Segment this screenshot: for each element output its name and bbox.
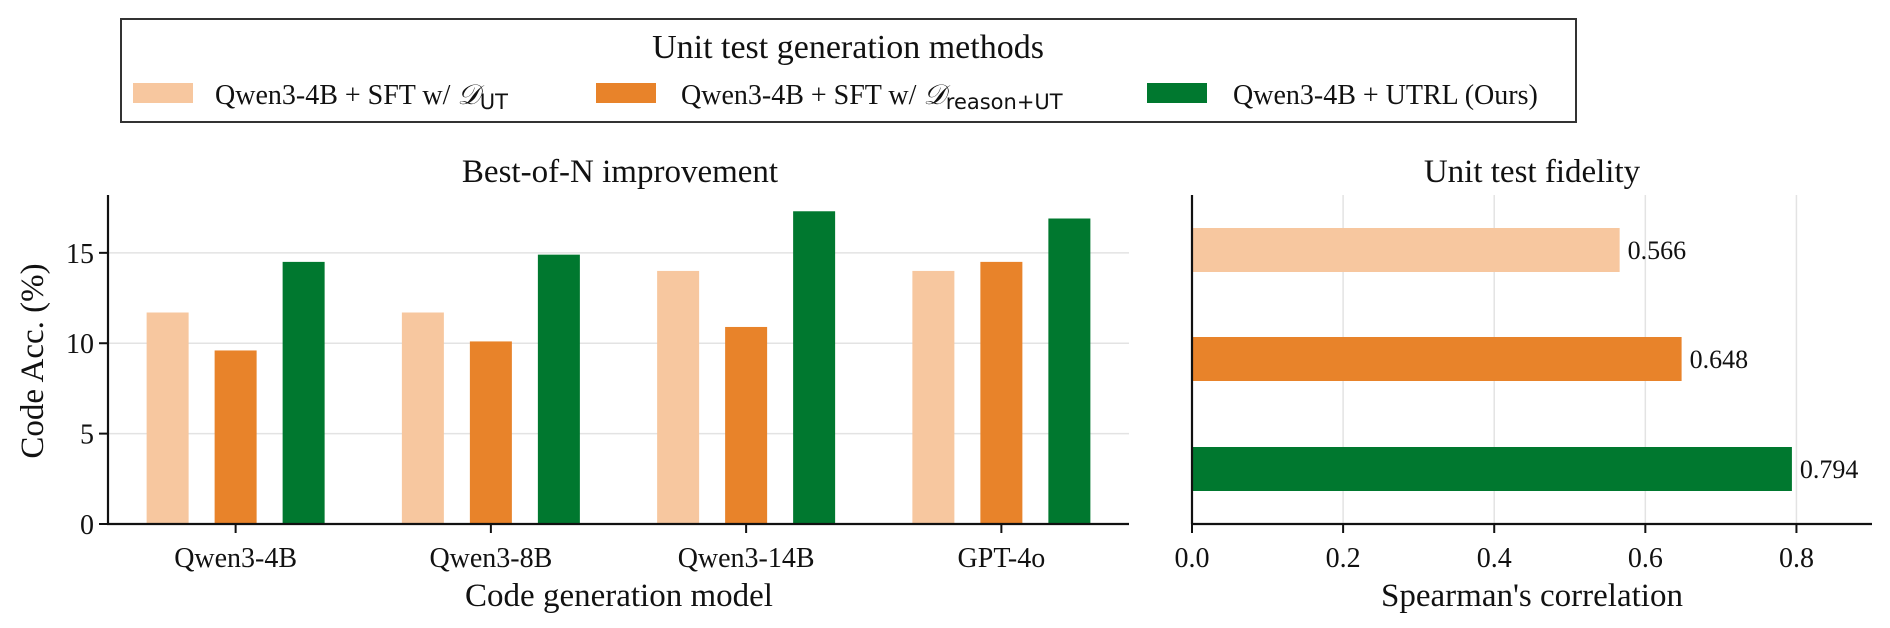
right-bar-3: [1192, 447, 1792, 491]
left-bar-qwen3-8b-series-1: [401, 312, 444, 524]
right-x-tick-label-0-8: 0.8: [1779, 543, 1814, 574]
left-bar-qwen3-4b-series-1: [146, 312, 189, 524]
legend-title: Unit test generation methods: [652, 29, 1044, 66]
left-x-tick-label-qwen3-14b: Qwen3-14B: [678, 543, 815, 574]
legend-label-sft-reason-ut-sub: reason+UT: [946, 90, 1063, 114]
left-x-tick-label-gpt-4o: GPT-4o: [958, 543, 1046, 574]
left-x-axis-label: Code generation model: [465, 578, 773, 614]
left-bar-gpt-4o-series-3: [1048, 218, 1091, 524]
left-y-tick-label-5: 5: [80, 420, 94, 451]
left-bar-qwen3-14b-series-3: [793, 211, 836, 524]
left-bar-gpt-4o-series-1: [912, 270, 955, 524]
left-x-tick-label-qwen3-8b: Qwen3-8B: [429, 543, 552, 574]
left-bar-qwen3-4b-series-2: [214, 350, 257, 524]
left-bar-gpt-4o-series-2: [980, 261, 1023, 524]
right-bar-2: [1192, 337, 1682, 381]
legend-swatch-sft-ut: [133, 83, 193, 103]
right-x-tick-label-0-6: 0.6: [1628, 543, 1663, 574]
legend-label-sft-ut-sub: UT: [480, 90, 508, 114]
legend-frame: [120, 18, 1577, 123]
left-bar-qwen3-14b-series-1: [657, 270, 700, 524]
right-bar-label-2: 0.648: [1690, 345, 1749, 374]
legend-label-utrl: Qwen3-4B + UTRL (Ours): [1233, 80, 1538, 111]
right-x-tick-label-0-4: 0.4: [1477, 543, 1512, 574]
legend-label-sft-reason-ut-prefix: Qwen3-4B + SFT w/: [681, 80, 923, 111]
left-y-tick-label-0: 0: [80, 510, 94, 541]
right-x-tick-label-0-2: 0.2: [1326, 543, 1361, 574]
legend-swatch-sft-reason-ut: [596, 83, 656, 103]
right-bar-1: [1192, 228, 1620, 272]
left-bars: [146, 211, 1091, 524]
left-bar-qwen3-8b-series-2: [469, 341, 512, 524]
legend: Unit test generation methods Qwen3-4B + …: [120, 18, 1577, 123]
right-x-axis-label: Spearman's correlation: [1381, 578, 1683, 614]
right-bar-label-1: 0.566: [1628, 236, 1687, 265]
right-panel-title: Unit test fidelity: [1424, 154, 1641, 190]
legend-label-sft-ut: Qwen3-4B + SFT w/ 𝒟UT: [215, 80, 508, 114]
right-bars: 0.566 0.648 0.794: [1192, 228, 1858, 491]
left-y-tick-label-10: 10: [66, 329, 94, 360]
left-y-ticks: 0 5 10 15: [66, 239, 108, 541]
left-bar-qwen3-4b-series-3: [282, 261, 325, 524]
left-panel-title: Best-of-N improvement: [462, 154, 778, 190]
left-grid: [108, 252, 1129, 435]
left-bar-qwen3-14b-series-2: [725, 326, 768, 524]
left-bar-qwen3-8b-series-3: [537, 254, 580, 524]
legend-swatch-utrl: [1147, 83, 1207, 103]
right-x-tick-label-0-0: 0.0: [1175, 543, 1210, 574]
legend-label-sft-ut-prefix: Qwen3-4B + SFT w/: [215, 80, 457, 111]
left-y-tick-label-15: 15: [66, 239, 94, 270]
left-x-tick-label-qwen3-4b: Qwen3-4B: [174, 543, 297, 574]
right-bar-label-3: 0.794: [1800, 455, 1859, 484]
right-x-ticks: 0.0 0.2 0.4 0.6 0.8: [1175, 524, 1814, 574]
left-y-axis-label: Code Acc. (%): [15, 263, 51, 458]
left-x-ticks: Qwen3-4B Qwen3-8B Qwen3-14B GPT-4o: [174, 524, 1045, 574]
